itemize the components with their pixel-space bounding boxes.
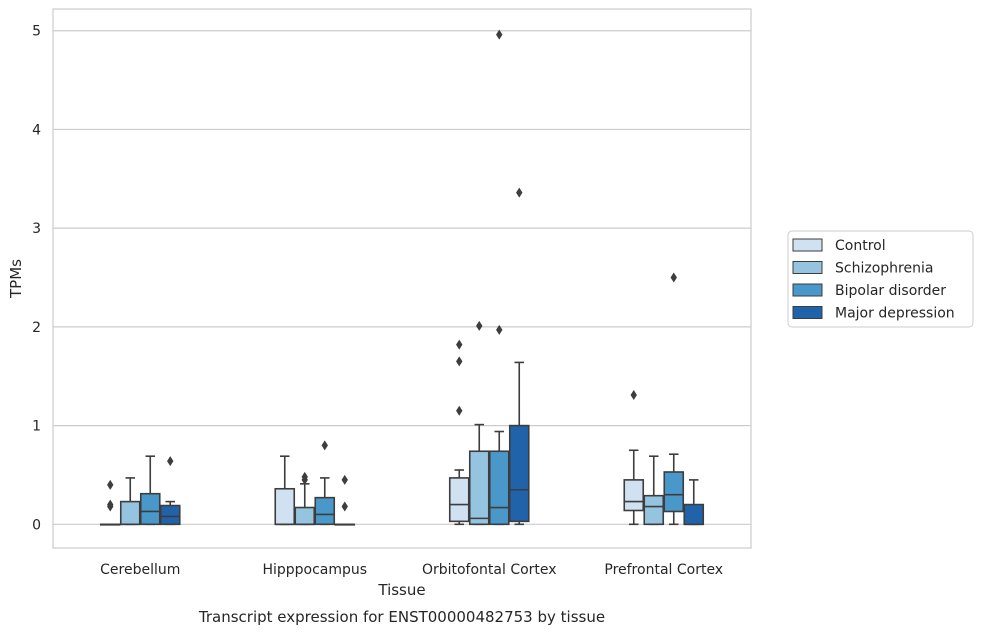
box-group (139, 455, 161, 526)
outlier-point (341, 501, 348, 512)
legend-swatch (792, 261, 823, 274)
legend-swatch (792, 238, 823, 252)
legend-label: Major depression (835, 306, 955, 322)
box-iqr (663, 471, 685, 513)
legend-swatch (792, 283, 823, 297)
box-group (683, 479, 705, 526)
y-axis-label: TPMs (7, 259, 25, 299)
legend: Control Schizophrenia Bipolar disorder Majo… (787, 230, 974, 328)
box-iqr (643, 494, 665, 526)
box-group (99, 479, 121, 526)
box-group (294, 471, 316, 526)
y-tick-label: 4 (32, 122, 41, 138)
outlier-point (456, 356, 463, 367)
box-iqr (314, 496, 336, 526)
boxes (99, 29, 705, 526)
box-iqr (508, 424, 530, 523)
plot-area-frame (52, 8, 752, 549)
box-group (663, 272, 685, 526)
box-iqr (683, 503, 705, 526)
outlier-point (516, 187, 523, 198)
box-group (119, 477, 141, 526)
y-tick-label: 1 (32, 419, 41, 435)
legend-frame (787, 230, 974, 328)
box-group (314, 440, 336, 526)
y-tick-label: 5 (32, 24, 41, 40)
legend-label: Schizophrenia (835, 261, 933, 277)
x-tick-label: Orbitofontal Cortex (422, 562, 557, 578)
outlier-point (167, 456, 174, 467)
box-iqr (488, 450, 510, 526)
outlier-point (456, 339, 463, 350)
outlier-point (476, 320, 483, 331)
box-group (623, 389, 645, 526)
box-group (643, 455, 665, 526)
box-iqr (623, 479, 645, 512)
box-group (448, 339, 470, 526)
box-group (508, 187, 530, 526)
outlier-point (670, 272, 677, 283)
x-tick-label: Hipppocampus (262, 562, 367, 578)
box-iqr (159, 504, 181, 526)
y-tick-label: 2 (32, 320, 41, 336)
box-group (274, 455, 296, 526)
y-tick-label: 3 (32, 221, 41, 237)
figure-caption: Transcript expression for ENST0000048275… (198, 608, 605, 626)
y-tick-labels: 0 1 2 3 4 5 (32, 24, 41, 534)
box-iqr (448, 477, 470, 523)
outlier-point (107, 479, 114, 490)
box-iqr (468, 450, 490, 526)
box-iqr (274, 487, 296, 526)
outlier-point (321, 440, 328, 451)
x-axis-label: Tissue (377, 581, 425, 599)
box-group (159, 456, 181, 526)
legend-swatch (792, 306, 823, 319)
outlier-point (301, 474, 308, 485)
outlier-point (496, 29, 503, 40)
box-group (488, 29, 510, 526)
x-tick-label: Prefrontal Cortex (604, 562, 723, 578)
box-iqr (294, 506, 316, 526)
x-tick-label: Cerebellum (100, 562, 180, 578)
box-iqr (119, 500, 141, 526)
gridlines (53, 30, 751, 525)
legend-label: Bipolar disorder (835, 283, 946, 299)
outlier-point (456, 405, 463, 416)
x-tick-labels: Cerebellum Hipppocampus Orbitofontal Corte… (100, 562, 723, 578)
legend-label: Control (835, 238, 886, 254)
box-iqr (139, 492, 161, 526)
outlier-point (496, 324, 503, 335)
box-group (468, 320, 490, 526)
outlier-point (630, 389, 637, 400)
outlier-point (107, 501, 114, 512)
outlier-point (341, 474, 348, 485)
y-tick-label: 0 (32, 517, 41, 533)
box-group (334, 474, 356, 526)
